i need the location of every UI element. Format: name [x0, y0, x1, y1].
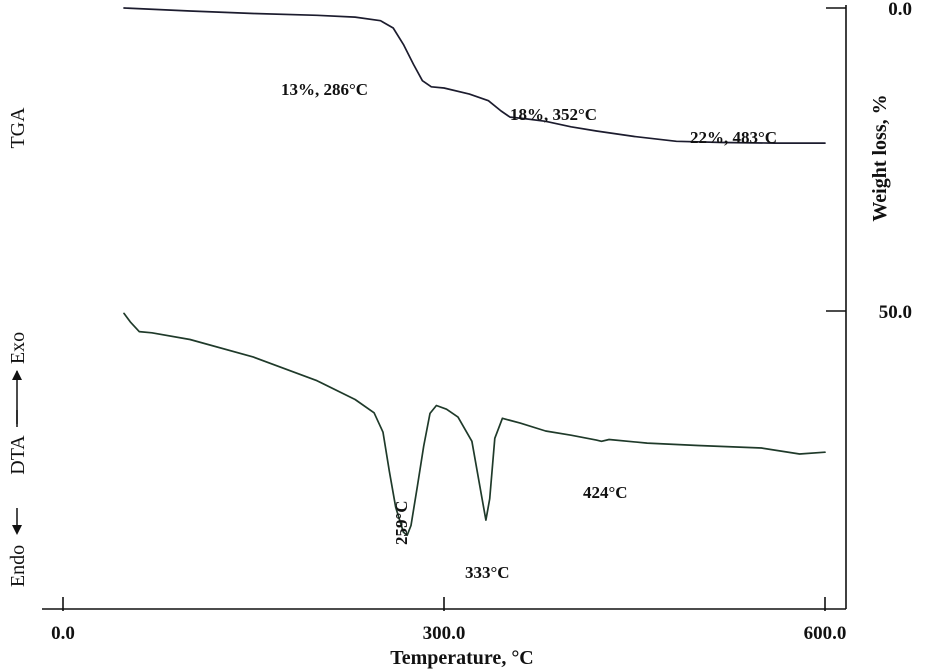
annotation-label: 424°C	[583, 483, 628, 502]
annotation-label: 13%, 286°C	[281, 80, 368, 99]
tga-side-label: TGA	[7, 107, 29, 149]
plot-frame	[42, 5, 847, 610]
annotation-label: 333°C	[465, 563, 510, 582]
right-tick-label: 50.0	[879, 302, 912, 323]
annotation-label: 22%, 483°C	[690, 128, 777, 147]
annotation-label: 259°C	[392, 500, 411, 545]
dta-side-label: Endo DTA Exo	[7, 332, 29, 587]
endo-arrow	[12, 508, 22, 535]
dta-series-line	[123, 312, 826, 537]
axis-ticks: 0.0 300.0 600.0 0.0 50.0	[51, 0, 912, 644]
dta-mid-label: DTA	[7, 435, 29, 475]
right-axis-title: Weight loss, %	[869, 94, 891, 221]
x-tick-label: 300.0	[423, 623, 466, 644]
annotation-label: 18%, 352°C	[510, 105, 597, 124]
dta-endo-label: Endo	[7, 545, 29, 587]
x-axis-title: Temperature, °C	[390, 647, 534, 669]
x-tick-label: 0.0	[51, 623, 75, 644]
annotations: 13%, 286°C 18%, 352°C 22%, 483°C 259°C 333°C…	[281, 80, 777, 582]
tga-series-line	[123, 7, 826, 144]
x-tick-label: 600.0	[804, 623, 847, 644]
right-tick-label: 0.0	[888, 0, 912, 20]
dta-exo-label: Exo	[7, 332, 29, 364]
